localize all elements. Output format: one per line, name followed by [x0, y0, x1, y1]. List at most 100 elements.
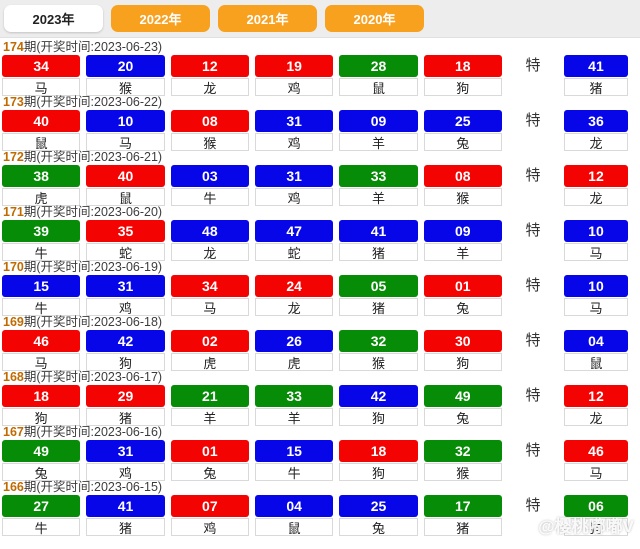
number-ball: 49 — [423, 385, 502, 407]
numbers-row: 40 鼠 10 马 08 猴 31 鸡 09 羊 25 兔 特 36 龙 — [0, 110, 640, 151]
number-ball: 21 — [170, 385, 249, 407]
period-header: 166期(开奖时间:2023-06-15) — [0, 480, 640, 495]
zodiac-label: 猴 — [339, 353, 418, 371]
number-ball: 31 — [254, 110, 334, 132]
number-ball: 40 — [86, 165, 165, 187]
result-cell: 15 牛 — [254, 440, 334, 481]
special-zodiac-label: 龙 — [563, 133, 628, 151]
zodiac-label: 狗 — [86, 353, 165, 371]
special-number-ball: 10 — [563, 220, 628, 242]
numbers-row: 34 马 20 猴 12 龙 19 鸡 28 鼠 18 狗 特 41 猪 — [0, 55, 640, 96]
special-zodiac-label: 狗 — [563, 518, 628, 536]
number-ball: 29 — [86, 385, 165, 407]
result-cell: 18 狗 — [423, 55, 502, 96]
year-tab-2023[interactable]: 2023年 — [4, 5, 103, 32]
result-cell: 29 猪 — [86, 385, 165, 426]
result-cell: 08 猴 — [170, 110, 249, 151]
special-number-ball: 36 — [563, 110, 628, 132]
number-ball: 47 — [254, 220, 334, 242]
result-cell: 49 兔 — [423, 385, 502, 426]
number-ball: 19 — [254, 55, 334, 77]
special-cell: 36 龙 — [563, 110, 628, 151]
result-cell: 27 牛 — [2, 495, 81, 536]
period-header: 172期(开奖时间:2023-06-21) — [0, 150, 640, 165]
zodiac-label: 蛇 — [254, 243, 334, 261]
zodiac-label: 猪 — [423, 518, 502, 536]
result-cell: 30 狗 — [423, 330, 502, 371]
zodiac-label: 羊 — [170, 408, 249, 426]
zodiac-label: 羊 — [339, 188, 418, 206]
zodiac-label: 鸡 — [254, 133, 334, 151]
number-ball: 49 — [2, 440, 81, 462]
special-zodiac-label: 龙 — [563, 188, 628, 206]
number-ball: 39 — [2, 220, 81, 242]
special-cell: 12 龙 — [563, 165, 628, 206]
special-zodiac-label: 鼠 — [563, 353, 628, 371]
zodiac-label: 鼠 — [2, 133, 81, 151]
zodiac-label: 猪 — [86, 518, 165, 536]
period-number: 170 — [3, 260, 24, 274]
number-ball: 03 — [170, 165, 249, 187]
zodiac-label: 牛 — [2, 518, 81, 536]
result-cell: 34 马 — [170, 275, 249, 316]
result-cell: 33 羊 — [254, 385, 334, 426]
period-header: 170期(开奖时间:2023-06-19) — [0, 260, 640, 275]
result-cell: 07 鸡 — [170, 495, 249, 536]
period-block: 173期(开奖时间:2023-06-22) 40 鼠 10 马 08 猴 31 … — [0, 95, 640, 151]
zodiac-label: 猪 — [86, 408, 165, 426]
number-ball: 48 — [170, 220, 249, 242]
period-suffix: 期(开奖时间:2023-06-21) — [23, 150, 163, 164]
zodiac-label: 猴 — [170, 133, 249, 151]
period-suffix: 期(开奖时间:2023-06-17) — [23, 370, 163, 384]
year-tab-2020[interactable]: 2020年 — [325, 5, 424, 32]
special-marker: 特 — [525, 112, 541, 129]
period-header: 168期(开奖时间:2023-06-17) — [0, 370, 640, 385]
number-ball: 18 — [2, 385, 81, 407]
numbers-row: 46 马 42 狗 02 虎 26 虎 32 猴 30 狗 特 04 鼠 — [0, 330, 640, 371]
zodiac-label: 猴 — [423, 188, 502, 206]
result-cell: 10 马 — [86, 110, 165, 151]
result-cell: 08 猴 — [423, 165, 502, 206]
zodiac-label: 牛 — [2, 298, 81, 316]
year-tab-2022[interactable]: 2022年 — [111, 5, 210, 32]
number-ball: 26 — [254, 330, 334, 352]
zodiac-label: 龙 — [170, 243, 249, 261]
result-cell: 18 狗 — [2, 385, 81, 426]
period-block: 174期(开奖时间:2023-06-23) 34 马 20 猴 12 龙 19 … — [0, 40, 640, 96]
special-number-ball: 41 — [563, 55, 628, 77]
number-ball: 02 — [170, 330, 249, 352]
period-number: 174 — [3, 40, 24, 54]
special-cell: 12 龙 — [563, 385, 628, 426]
result-cell: 48 龙 — [170, 220, 249, 261]
zodiac-label: 马 — [170, 298, 249, 316]
zodiac-label: 猴 — [86, 78, 165, 96]
period-number: 172 — [3, 150, 24, 164]
result-cell: 20 猴 — [86, 55, 165, 96]
result-cell: 19 鸡 — [254, 55, 334, 96]
year-tab-2021[interactable]: 2021年 — [218, 5, 317, 32]
special-marker: 特 — [525, 442, 541, 459]
number-ball: 30 — [423, 330, 502, 352]
period-suffix: 期(开奖时间:2023-06-20) — [23, 205, 163, 219]
number-ball: 41 — [339, 220, 418, 242]
result-cell: 28 鼠 — [339, 55, 418, 96]
zodiac-label: 龙 — [170, 78, 249, 96]
period-header: 169期(开奖时间:2023-06-18) — [0, 315, 640, 330]
number-ball: 20 — [86, 55, 165, 77]
result-cell: 31 鸡 — [254, 165, 334, 206]
result-cell: 01 兔 — [170, 440, 249, 481]
number-ball: 15 — [254, 440, 334, 462]
special-marker: 特 — [525, 497, 541, 514]
special-zodiac-label: 马 — [563, 298, 628, 316]
result-cell: 42 狗 — [86, 330, 165, 371]
number-ball: 31 — [254, 165, 334, 187]
zodiac-label: 兔 — [2, 463, 81, 481]
number-ball: 34 — [2, 55, 81, 77]
number-ball: 15 — [2, 275, 81, 297]
special-marker: 特 — [525, 167, 541, 184]
special-zodiac-label: 马 — [563, 243, 628, 261]
result-cell: 38 虎 — [2, 165, 81, 206]
result-cell: 21 羊 — [170, 385, 249, 426]
zodiac-label: 鸡 — [86, 463, 165, 481]
number-ball: 46 — [2, 330, 81, 352]
